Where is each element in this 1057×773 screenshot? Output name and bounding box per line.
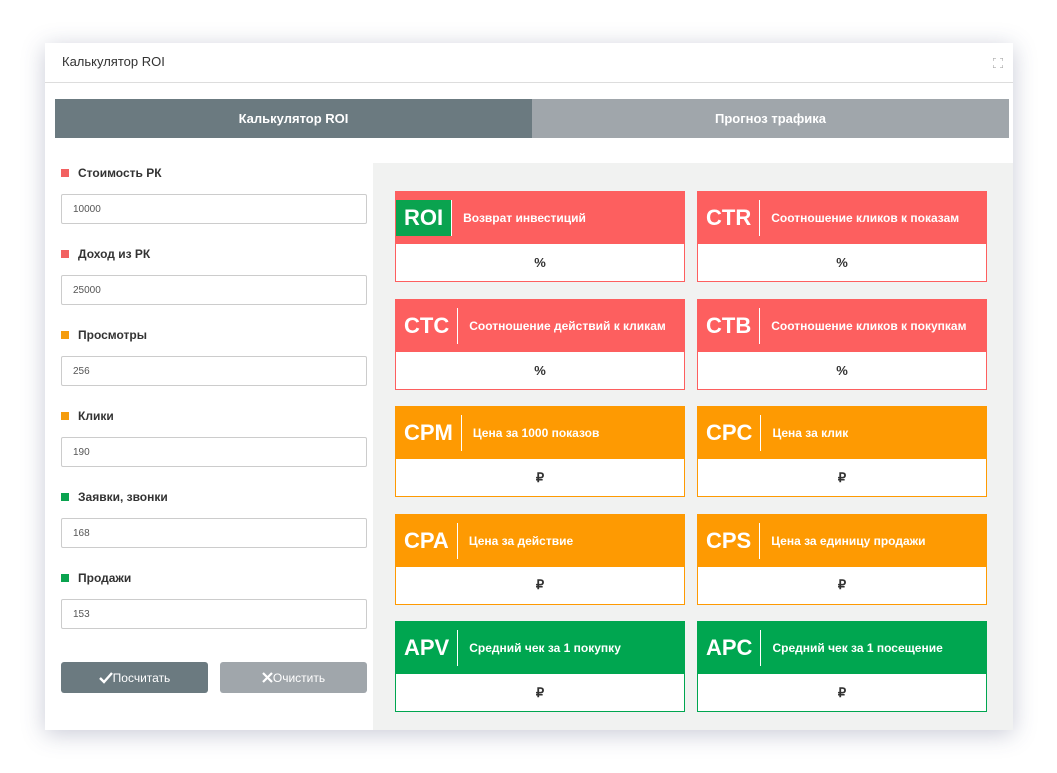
tab[interactable]: Калькулятор ROI (55, 99, 532, 138)
metric-header: CPM Цена за 1000 показов (396, 407, 684, 459)
metric-header: CTC Соотношение действий к кликам (396, 299, 684, 352)
expand-icon[interactable] (993, 58, 1003, 68)
metric-header: APC Средний чек за 1 посещение (698, 622, 986, 674)
metric-card: CTC Соотношение действий к кликам% (395, 298, 685, 390)
metric-card: CPM Цена за 1000 показов ₽ (395, 406, 685, 497)
metric-card: CTR Соотношение кликов к показам% (697, 191, 987, 282)
metric-card: CTB Соотношение кликов к покупкам% (697, 298, 987, 390)
field-label: Заявки, звонки (61, 487, 367, 507)
metric-unit: % (836, 362, 848, 378)
calculate-button[interactable]: Посчитать (61, 662, 208, 693)
button-label: Очистить (272, 670, 326, 685)
metric-header: CPC Цена за клик (698, 407, 986, 459)
metric-label: Цена за клик (772, 426, 849, 440)
metric-abbr: CTC (396, 307, 459, 344)
metric-label: Цена за единицу продажи (771, 533, 926, 548)
text-input[interactable]: 10000 (61, 194, 367, 224)
calculator-card: Калькулятор ROI Калькулятор ROI Прогноз т… (45, 43, 1013, 730)
button-row: Посчитать Очистить (61, 662, 367, 693)
metric-unit: % (836, 255, 848, 270)
metric-label: Средний чек за 1 покупку (469, 641, 621, 655)
clear-button[interactable]: Очистить (220, 662, 367, 693)
button-label: Посчитать (112, 670, 171, 685)
color-marker (61, 169, 69, 177)
field-label: Доход из РК (61, 244, 367, 264)
card-title: Калькулятор ROI (62, 54, 165, 69)
metric-label: Соотношение действий к кликам (469, 318, 666, 333)
field-label: Клики (61, 406, 367, 426)
metric-unit: % (534, 255, 546, 270)
metric-label: Цена за действие (468, 533, 574, 548)
text-input[interactable]: 153 (61, 599, 367, 629)
color-marker (61, 574, 69, 582)
metric-abbr: CPC (698, 415, 762, 451)
color-marker (61, 331, 69, 339)
metric-abbr: APC (698, 630, 762, 666)
text-input[interactable]: 168 (61, 518, 367, 548)
metric-abbr: CTR (698, 200, 761, 236)
color-marker (61, 412, 69, 420)
label-text: Заявки, звонки (78, 490, 168, 504)
metric-card: ROI Возврат инвестиций% (395, 191, 685, 282)
metric-header: CTB Соотношение кликов к покупкам (698, 299, 986, 352)
metric-unit: ₽ (535, 469, 545, 485)
metric-unit: ₽ (837, 577, 847, 592)
input-form: Стоимость РК 10000 Доход из РК 25000 Просмот… (61, 163, 367, 649)
text-input[interactable]: 190 (61, 437, 367, 467)
clear-icon (262, 672, 273, 683)
metric-unit: ₽ (535, 577, 545, 592)
metric-header: CPS Цена за единицу продажи (698, 514, 986, 567)
metric-label: Возврат инвестиций (463, 211, 586, 225)
metric-abbr: CPA (396, 522, 458, 559)
text-input[interactable]: 25000 (61, 275, 367, 305)
metric-label: Средний чек за 1 посещение (772, 641, 943, 655)
results-panel: ROI Возврат инвестиций% CTR Соотношение кли… (373, 163, 1013, 730)
metric-abbr: ROI (396, 200, 453, 236)
field-label: Стоимость РК (61, 163, 367, 183)
metric-card: CPC Цена за клик ₽ (697, 406, 987, 497)
metric-abbr: APV (396, 630, 459, 666)
metric-label: Соотношение кликов к покупкам (771, 318, 967, 333)
metric-header: ROI Возврат инвестиций (396, 192, 684, 244)
label-text: Продажи (78, 571, 132, 585)
metric-header: CPA Цена за действие (396, 514, 684, 567)
metric-label: Соотношение кликов к показам (771, 211, 960, 225)
metric-card: APC Средний чек за 1 посещение ₽ (697, 621, 987, 712)
metric-abbr: CPS (698, 522, 761, 559)
metric-card: APV Средний чек за 1 покупку ₽ (395, 621, 685, 712)
tab-bar: Калькулятор ROI Прогноз трафика (55, 99, 1009, 138)
label-text: Клики (78, 409, 114, 423)
color-marker (61, 250, 69, 258)
metric-abbr: CPM (396, 415, 462, 451)
label-text: Доход из РК (78, 247, 151, 261)
text-input[interactable]: 256 (61, 356, 367, 386)
check-icon (98, 671, 113, 684)
metric-label: Цена за 1000 показов (472, 426, 600, 440)
metric-header: APV Средний чек за 1 покупку (396, 622, 684, 674)
metric-card: CPA Цена за действие ₽ (395, 513, 685, 605)
tab[interactable]: Прогноз трафика (532, 99, 1009, 138)
metric-unit: ₽ (535, 684, 545, 700)
metric-header: CTR Соотношение кликов к показам (698, 192, 986, 244)
metric-unit: ₽ (837, 684, 847, 700)
color-marker (61, 493, 69, 501)
metric-unit: ₽ (837, 469, 847, 485)
label-text: Стоимость РК (78, 166, 162, 180)
metric-card: CPS Цена за единицу продажи ₽ (697, 513, 987, 605)
metric-unit: % (534, 362, 546, 378)
label-text: Просмотры (78, 328, 148, 342)
field-label: Просмотры (61, 325, 367, 345)
metric-abbr: CTB (698, 307, 761, 344)
card-header: Калькулятор ROI (45, 43, 1013, 83)
field-label: Продажи (61, 568, 367, 588)
